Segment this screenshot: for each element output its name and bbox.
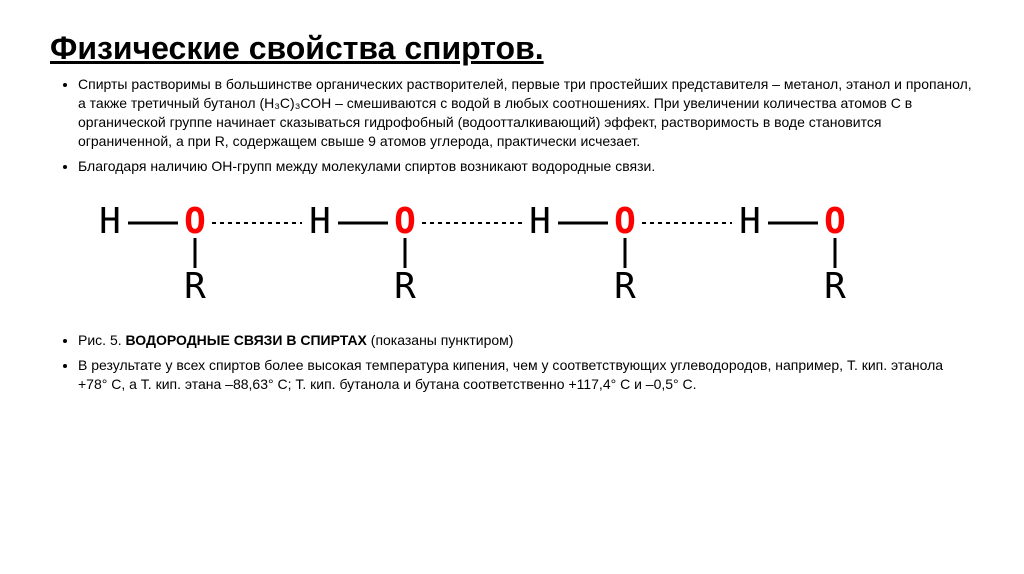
page-title: Физические свойства спиртов. (50, 30, 974, 67)
bullet-list-bottom: Рис. 5. ВОДОРОДНЫЕ СВЯЗИ В СПИРТАХ (пока… (50, 331, 974, 394)
atom-h: H (99, 201, 121, 242)
bullet-solubility: Спирты растворимы в большинстве органиче… (78, 75, 974, 151)
atom-h: H (529, 201, 551, 242)
atom-r: R (614, 266, 636, 307)
caption-bold: ВОДОРОДНЫЕ СВЯЗИ В СПИРТАХ (126, 332, 367, 348)
bullet-list-top: Спирты растворимы в большинстве органиче… (50, 75, 974, 175)
atom-h: H (309, 201, 331, 242)
atom-o: O (614, 201, 636, 242)
bullet-hydrogen-bonds: Благодаря наличию ОН-групп между молекул… (78, 157, 974, 176)
atom-r: R (184, 266, 206, 307)
atom-r: R (394, 266, 416, 307)
atom-o: O (824, 201, 846, 242)
caption-prefix: Рис. 5. (78, 332, 126, 348)
caption-suffix: (показаны пунктиром) (367, 332, 514, 348)
hydrogen-bond-diagram: H O R H O R H O R H O R (90, 193, 974, 313)
atom-o: O (184, 201, 206, 242)
atom-o: O (394, 201, 416, 242)
atom-h: H (739, 201, 761, 242)
figure-caption: Рис. 5. ВОДОРОДНЫЕ СВЯЗИ В СПИРТАХ (пока… (78, 331, 974, 350)
bullet-boiling-points: В результате у всех спиртов более высока… (78, 356, 974, 394)
atom-r: R (824, 266, 846, 307)
